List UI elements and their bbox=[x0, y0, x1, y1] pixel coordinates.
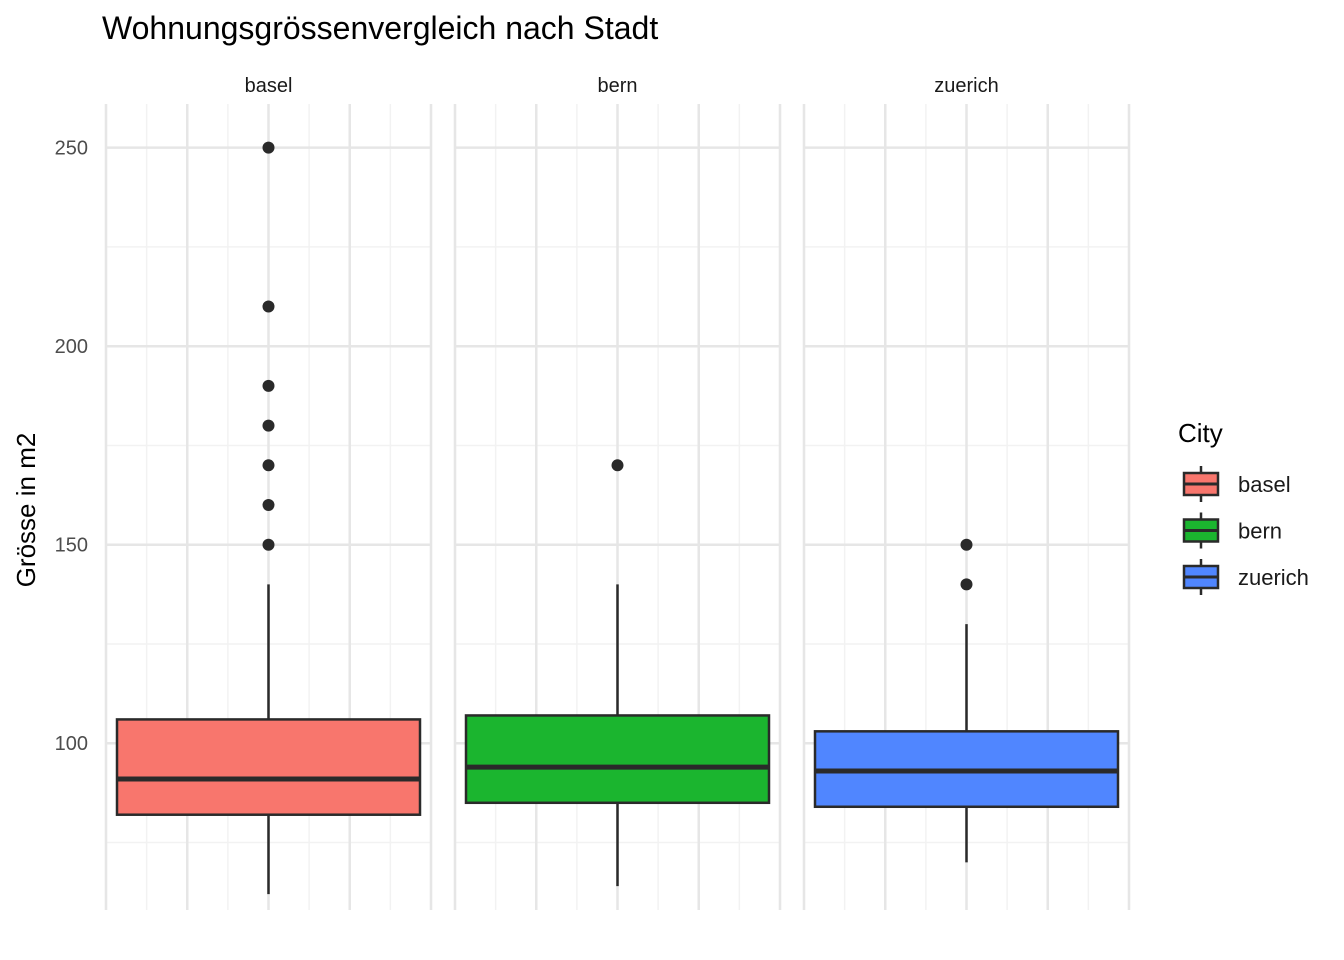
facet-label-bern: bern bbox=[597, 75, 637, 97]
legend-label: bern bbox=[1238, 519, 1282, 544]
legend-title: City bbox=[1178, 418, 1223, 448]
box-basel bbox=[115, 718, 422, 816]
y-tick-label: 250 bbox=[55, 138, 88, 160]
outlier-point-zuerich bbox=[960, 578, 973, 591]
legend-entry-basel: basel bbox=[1182, 466, 1291, 502]
facet-label-zuerich: zuerich bbox=[934, 75, 998, 97]
legend: City basel bern zuerich bbox=[1178, 418, 1309, 595]
y-tick-label: 150 bbox=[55, 535, 88, 557]
facet-zuerich: zuerich bbox=[802, 75, 1131, 910]
legend-entry-zuerich: zuerich bbox=[1182, 559, 1309, 595]
legend-label: zuerich bbox=[1238, 565, 1309, 590]
legend-label: basel bbox=[1238, 472, 1291, 497]
outlier-point-bern bbox=[611, 459, 624, 472]
facet-label-basel: basel bbox=[245, 75, 293, 97]
legend-entry-bern: bern bbox=[1182, 512, 1282, 549]
chart-title: Wohnungsgrössenvergleich nach Stadt bbox=[102, 10, 658, 46]
outlier-point-basel bbox=[262, 499, 275, 512]
facets: basel bern zuerich bbox=[104, 75, 1131, 910]
outlier-point-basel bbox=[262, 459, 275, 472]
outlier-point-zuerich bbox=[960, 538, 973, 551]
facet-basel: basel bbox=[104, 75, 433, 910]
facet-bern: bern bbox=[453, 75, 782, 910]
y-axis-label: Grösse in m2 bbox=[11, 433, 41, 588]
box-bern bbox=[464, 714, 771, 805]
outlier-point-basel bbox=[262, 419, 275, 432]
outlier-point-basel bbox=[262, 538, 275, 551]
outlier-point-basel bbox=[262, 379, 275, 392]
outlier-point-basel bbox=[262, 300, 275, 313]
y-tick-label: 200 bbox=[55, 336, 88, 358]
outlier-point-basel bbox=[262, 141, 275, 154]
y-tick-label: 100 bbox=[55, 733, 88, 755]
y-axis: 100 150 200 250 bbox=[55, 138, 88, 756]
